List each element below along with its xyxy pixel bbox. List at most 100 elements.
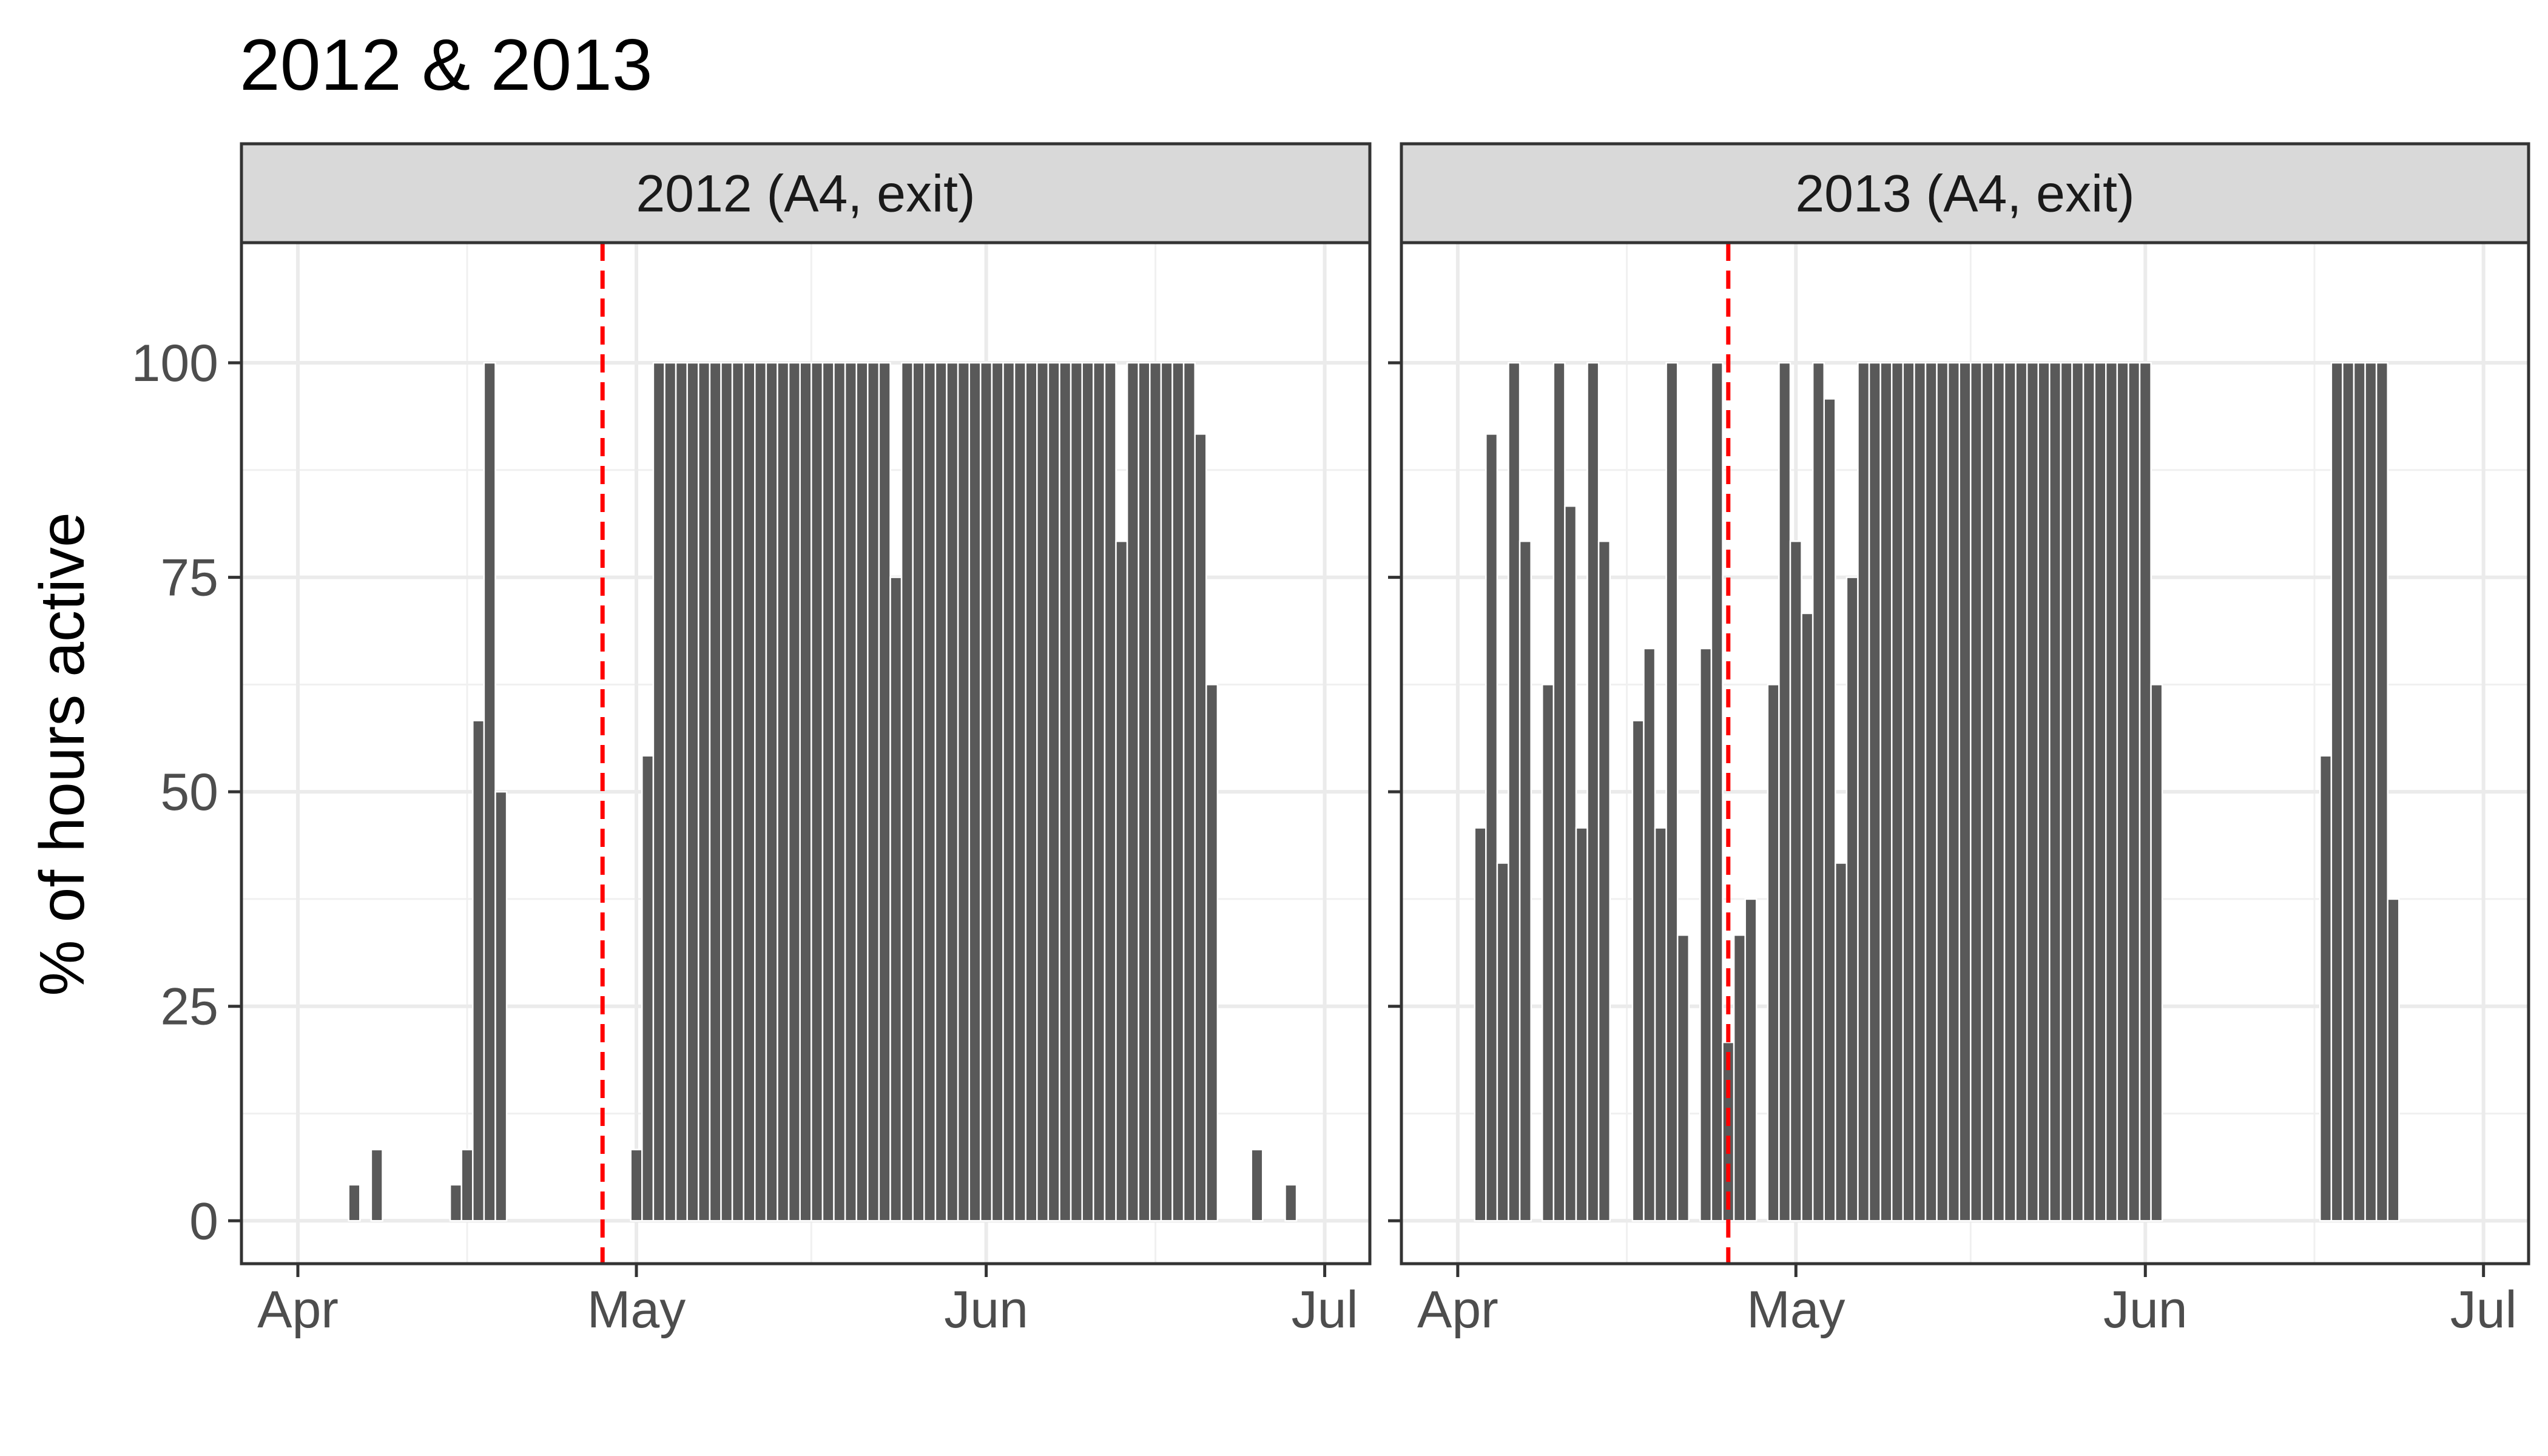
bar	[1508, 362, 1521, 1222]
bar	[765, 362, 778, 1222]
bar	[991, 362, 1004, 1222]
bar	[1643, 647, 1656, 1222]
x-tick-label: Jul	[1292, 1281, 1358, 1339]
bar	[2364, 362, 2378, 1222]
bar	[2330, 362, 2344, 1222]
bar	[1992, 362, 2006, 1222]
bar	[630, 1148, 643, 1222]
chart-title: 2012 & 2013	[240, 24, 653, 106]
panel-border	[240, 241, 1372, 1266]
bar	[675, 362, 688, 1222]
bar	[1958, 362, 1972, 1222]
bar	[1676, 934, 1690, 1222]
bar	[1284, 1184, 1298, 1222]
bar	[889, 576, 903, 1222]
facet-strip-label: 2012 (A4, exit)	[636, 165, 975, 223]
bar	[1981, 362, 1994, 1222]
bar	[1868, 362, 1881, 1222]
bar	[1070, 362, 1083, 1222]
bar	[686, 362, 699, 1222]
bar	[2319, 755, 2333, 1222]
bar	[1496, 862, 1509, 1222]
bar	[968, 362, 982, 1222]
bar	[2116, 362, 2129, 1222]
y-tick-label: 50	[160, 763, 218, 821]
y-tick-label: 75	[160, 549, 218, 607]
bar	[1564, 505, 1577, 1222]
bar	[664, 362, 677, 1222]
y-tick-label: 100	[132, 334, 219, 393]
bar	[1913, 362, 1927, 1222]
bar	[1036, 362, 1050, 1222]
bar	[1081, 362, 1094, 1222]
bar	[1801, 612, 1814, 1222]
bar	[1575, 827, 1588, 1222]
x-tick-label: Apr	[1417, 1281, 1498, 1339]
bar	[1002, 362, 1016, 1222]
x-tick-label: Jun	[944, 1281, 1028, 1339]
bar	[1789, 540, 1802, 1222]
bar	[2387, 898, 2400, 1222]
x-tick-label: May	[1747, 1281, 1845, 1339]
bar	[1654, 827, 1667, 1222]
bar	[1699, 647, 1713, 1222]
bar	[370, 1148, 383, 1222]
x-tick-label: Jun	[2103, 1281, 2188, 1339]
bar	[934, 362, 948, 1222]
bar	[1767, 684, 1780, 1222]
bar	[709, 362, 722, 1222]
bar	[980, 362, 993, 1222]
bar	[855, 362, 869, 1222]
bar	[1542, 684, 1555, 1222]
bar	[811, 362, 824, 1222]
bar	[1093, 362, 1106, 1222]
bar	[878, 362, 891, 1222]
bar	[1149, 362, 1162, 1222]
bar	[1879, 362, 1893, 1222]
bar	[787, 362, 801, 1222]
bar	[1171, 362, 1185, 1222]
bar	[652, 362, 666, 1222]
bar	[641, 755, 655, 1222]
bar	[1250, 1148, 1264, 1222]
bar	[460, 1148, 474, 1222]
bar	[777, 362, 790, 1222]
bar	[1194, 433, 1207, 1222]
bar	[2128, 362, 2141, 1222]
bar	[1733, 934, 1746, 1222]
bar	[1182, 362, 1196, 1222]
bar	[1857, 362, 1870, 1222]
bar	[1936, 362, 1949, 1222]
bar	[1924, 362, 1938, 1222]
bar	[1586, 362, 1600, 1222]
bar	[698, 362, 711, 1222]
bar	[1552, 362, 1566, 1222]
bar	[754, 362, 767, 1222]
bar	[2026, 362, 2040, 1222]
panel-1: 2012 (A4, exit) Apr May Jun Jul 0 25 50 75 100	[132, 142, 1372, 1339]
bar	[1013, 362, 1026, 1222]
x-tick-label: Apr	[257, 1281, 339, 1339]
bar	[844, 362, 857, 1222]
bar	[1947, 362, 1960, 1222]
bar	[867, 362, 880, 1222]
bar	[1812, 362, 1825, 1222]
bar	[1665, 362, 1679, 1222]
bar	[483, 362, 496, 1222]
facet-strip-label: 2013 (A4, exit)	[1795, 165, 2134, 223]
bar	[1059, 362, 1072, 1222]
bar	[1902, 362, 1915, 1222]
bar	[1138, 362, 1151, 1222]
bar	[1474, 827, 1487, 1222]
facet-strip	[240, 142, 1372, 244]
bar	[2082, 362, 2095, 1222]
bar	[2049, 362, 2062, 1222]
bar	[1778, 362, 1791, 1222]
x-tick-label: Jul	[2450, 1281, 2517, 1339]
bar	[833, 362, 846, 1222]
bar	[821, 362, 835, 1222]
bar	[1126, 362, 1139, 1222]
bar	[2150, 684, 2163, 1222]
bar	[799, 362, 812, 1222]
